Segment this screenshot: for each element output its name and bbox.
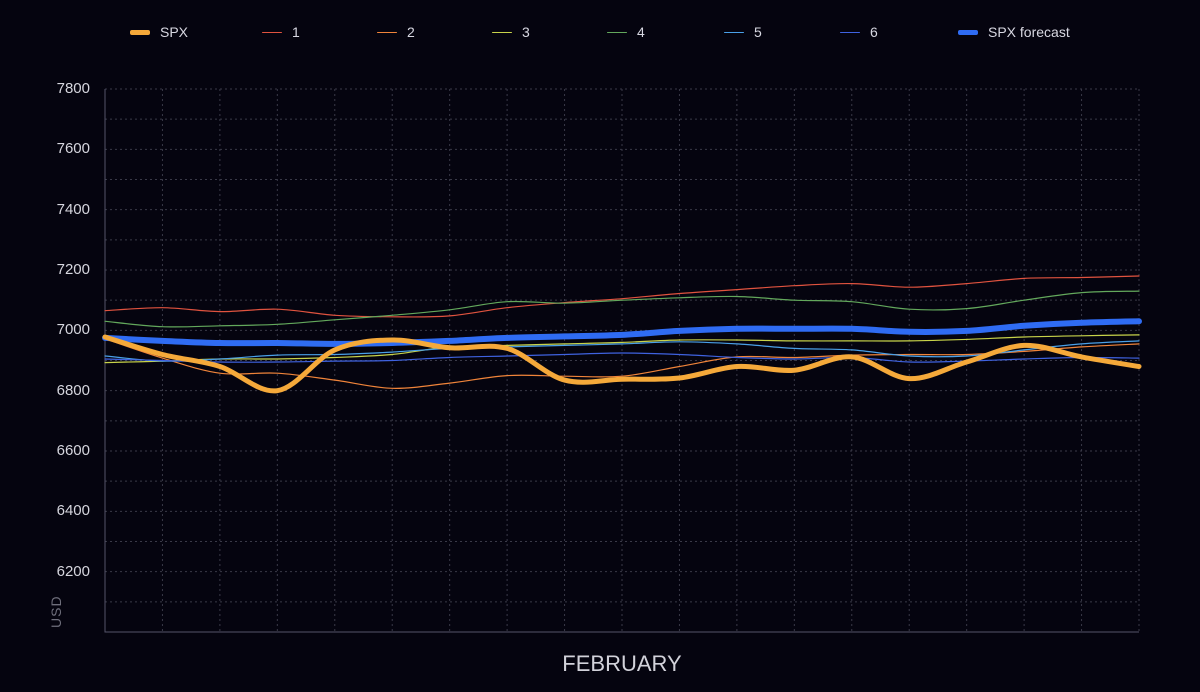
legend-item[interactable]: 2	[377, 22, 415, 42]
legend-item[interactable]: SPX	[130, 22, 188, 42]
y-tick-label: 6800	[56, 381, 90, 399]
legend-swatch	[130, 29, 150, 35]
legend-label: SPX	[160, 24, 189, 40]
legend-label: 1	[292, 24, 300, 40]
y-tick-label: 6400	[56, 502, 90, 520]
chart-legend: SPX 1 2 3 4 5 6 SPX forecast	[0, 0, 1200, 62]
series-line-spx	[102, 334, 1142, 394]
legend-item[interactable]: 5	[724, 22, 762, 42]
legend-swatch	[607, 31, 627, 33]
legend-label: 3	[522, 24, 530, 40]
y-axis-label: USD	[48, 595, 64, 628]
legend-label: 5	[754, 24, 762, 40]
legend-swatch	[724, 31, 744, 33]
legend-label: SPX forecast	[988, 24, 1070, 40]
y-tick-label: 7000	[56, 321, 90, 339]
y-tick-label: 7800	[56, 80, 90, 97]
legend-label: 4	[637, 24, 645, 40]
legend-swatch	[377, 31, 397, 33]
series-line-1	[104, 275, 1140, 318]
legend-swatch	[262, 31, 282, 33]
grid-lines	[104, 88, 1140, 633]
series-line-5	[104, 340, 1140, 362]
axis-lines	[104, 89, 1139, 633]
series-line-2	[104, 338, 1140, 389]
series-line-4	[104, 290, 1140, 328]
legend-label: 2	[407, 24, 415, 40]
legend-item[interactable]: SPX forecast	[958, 22, 1070, 42]
y-tick-label: 7600	[56, 140, 90, 158]
series-line-spx-forecast	[102, 318, 1142, 347]
y-tick-label: 7400	[56, 200, 90, 218]
legend-item[interactable]: 4	[607, 22, 645, 42]
y-tick-label: 7200	[56, 261, 90, 278]
legend-label: 6	[870, 24, 878, 40]
legend-swatch	[492, 31, 512, 33]
legend-item[interactable]: 3	[492, 22, 530, 42]
y-tick-label: 6200	[56, 562, 90, 580]
series-line-3	[104, 334, 1140, 364]
legend-swatch	[840, 31, 860, 33]
legend-swatch	[958, 29, 978, 35]
legend-item[interactable]: 6	[840, 22, 878, 42]
legend-item[interactable]: 1	[262, 22, 300, 42]
y-tick-label: 6600	[56, 442, 90, 459]
x-axis-label: FEBRUARY	[562, 651, 682, 676]
